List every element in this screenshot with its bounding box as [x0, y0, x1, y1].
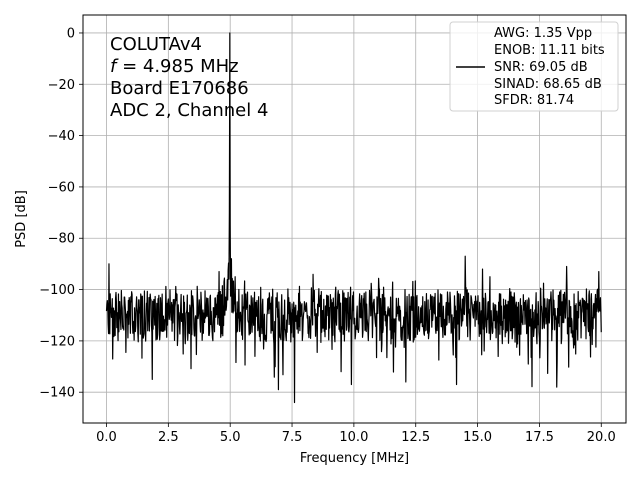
legend-awg: AWG: 1.35 Vpp: [494, 26, 592, 41]
x-axis-label: Frequency [MHz]: [300, 451, 409, 466]
y-tick-label: −40: [48, 129, 75, 144]
x-tick-label: 2.5: [158, 430, 179, 445]
x-tick-label: 12.5: [401, 430, 430, 445]
axis-ticks: 0.0 2.5 5.0 7.5 10.0 12.5 15.0 17.5 20.0 0 −20 −40 −…: [39, 26, 615, 445]
y-tick-label: −100: [39, 283, 75, 298]
y-tick-label: −140: [39, 386, 75, 401]
annotation-chip-name: COLUTAv4: [110, 34, 202, 55]
x-tick-label: 20.0: [587, 430, 616, 445]
legend-frame: [449, 21, 619, 112]
y-tick-label: −120: [39, 334, 75, 349]
y-axis-label: PSD [dB]: [14, 190, 29, 248]
y-tick-label: −60: [48, 180, 75, 195]
x-tick-label: 5.0: [220, 430, 241, 445]
psd-trace: [105, 32, 602, 404]
legend-enob: ENOB: 11.11 bits: [494, 43, 605, 58]
y-tick-label: −80: [48, 232, 75, 247]
y-tick-label: 0: [67, 26, 75, 41]
axes-frame: [82, 14, 627, 424]
x-tick-label: 15.0: [463, 430, 492, 445]
annotation-frequency: f = 4.985 MHz: [110, 56, 239, 77]
annotation-frequency-value: = 4.985 MHz: [116, 56, 238, 77]
x-tick-label: 0.0: [96, 430, 117, 445]
annotation-channel: ADC 2, Channel 4: [110, 100, 268, 121]
psd-line: [105, 32, 602, 404]
legend-sfdr: SFDR: 81.74: [494, 93, 574, 108]
legend: AWG: 1.35 Vpp ENOB: 11.11 bits SNR: 69.0…: [449, 21, 619, 112]
x-tick-label: 17.5: [525, 430, 554, 445]
legend-snr: SNR: 69.05 dB: [494, 60, 588, 75]
x-tick-label: 7.5: [282, 430, 303, 445]
annotation-box: COLUTAv4 f = 4.985 MHz Board E170686 ADC…: [110, 34, 268, 121]
legend-sinad: SINAD: 68.65 dB: [494, 77, 602, 92]
annotation-board: Board E170686: [110, 78, 249, 99]
x-tick-label: 10.0: [339, 430, 368, 445]
y-tick-label: −20: [48, 78, 75, 93]
annotation-frequency-symbol: f: [110, 56, 119, 77]
